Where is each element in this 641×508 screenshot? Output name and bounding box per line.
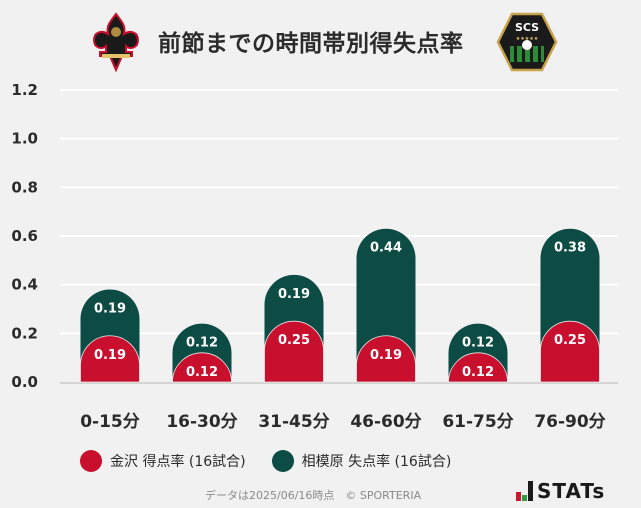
value-label-away: 0.12 <box>186 336 218 351</box>
time-segment-chart: 0.00.20.40.60.81.01.2 0.190.190.120.120.… <box>11 81 618 432</box>
svg-text:SCS: SCS <box>515 21 539 34</box>
value-label-away: 0.12 <box>462 336 494 351</box>
value-label-away: 0.44 <box>370 241 402 256</box>
svg-text:★★★★★: ★★★★★ <box>516 36 539 42</box>
value-label-home: 0.25 <box>278 333 310 348</box>
legend-item-home: 金沢 得点率 (16試合) <box>80 450 246 472</box>
x-tick-label: 46-60分 <box>350 412 421 432</box>
stats-brand-logo: STATs <box>516 477 605 501</box>
bar-group: 0.38 0.25 <box>540 228 600 383</box>
value-label-home: 0.12 <box>186 365 218 380</box>
bar-home <box>264 320 324 383</box>
y-axis: 0.0 0.2 0.4 0.6 0.8 1.0 1.2 <box>11 81 38 391</box>
x-axis: 0-15分 16-30分 31-45分 46-60分 61-75分 76-90分 <box>80 412 605 432</box>
x-tick-label: 76-90分 <box>534 412 605 432</box>
bar-group: 0.12 0.12 <box>172 323 232 383</box>
value-label-away: 0.19 <box>278 287 310 302</box>
legend-swatch-away <box>271 450 294 472</box>
bar-group: 0.44 0.19 <box>356 228 416 383</box>
bar-group: 0.19 0.19 <box>80 289 140 383</box>
chart-header: 前節までの時間帯別得失点率 SCS ★★★★★ <box>0 0 641 80</box>
legend-label-home: 金沢 得点率 (16試合) <box>110 454 246 470</box>
bar-home <box>80 335 140 383</box>
bar-home <box>172 352 232 383</box>
legend-item-away: 相模原 失点率 (16試合) <box>271 450 452 472</box>
y-tick-label: 0.6 <box>11 227 38 245</box>
bars: 0.190.190.120.120.190.250.440.190.120.12… <box>80 228 600 383</box>
data-timestamp-note: データは2025/06/16時点 © SPORTERIA <box>205 489 422 502</box>
value-label-home: 0.19 <box>370 348 402 363</box>
y-tick-label: 0.8 <box>11 178 38 196</box>
legend-label-away: 相模原 失点率 (16試合) <box>301 454 452 470</box>
stats-brand-text: STATs <box>537 479 606 503</box>
x-tick-label: 16-30分 <box>166 412 237 432</box>
zweigen-kanazawa-crest-icon <box>92 12 140 72</box>
legend: 金沢 得点率 (16試合) 相模原 失点率 (16試合) <box>80 449 451 473</box>
value-label-away: 0.19 <box>94 302 126 317</box>
sc-sagamihara-crest-icon: SCS ★★★★★ <box>496 12 558 72</box>
bar-group: 0.19 0.25 <box>264 274 324 383</box>
y-tick-label: 0.4 <box>11 276 38 294</box>
y-tick-label: 1.0 <box>11 130 38 148</box>
value-label-home: 0.25 <box>554 333 586 348</box>
y-tick-label: 0.2 <box>11 324 38 342</box>
legend-swatch-home <box>80 450 102 472</box>
stats-bars-icon <box>516 481 533 501</box>
x-tick-label: 31-45分 <box>258 412 329 432</box>
x-tick-label: 0-15分 <box>80 412 140 432</box>
chart-title: 前節までの時間帯別得失点率 <box>158 31 464 57</box>
value-label-away: 0.38 <box>554 241 586 256</box>
y-tick-label: 0.0 <box>11 373 38 391</box>
bar-home <box>448 352 508 383</box>
bar-home <box>356 335 416 383</box>
bar-group: 0.12 0.12 <box>448 323 508 383</box>
value-label-home: 0.19 <box>94 348 126 363</box>
y-tick-label: 1.2 <box>11 81 38 99</box>
bar-home <box>540 320 600 383</box>
value-label-home: 0.12 <box>462 365 494 380</box>
gridlines <box>60 89 618 384</box>
x-tick-label: 61-75分 <box>442 412 513 432</box>
